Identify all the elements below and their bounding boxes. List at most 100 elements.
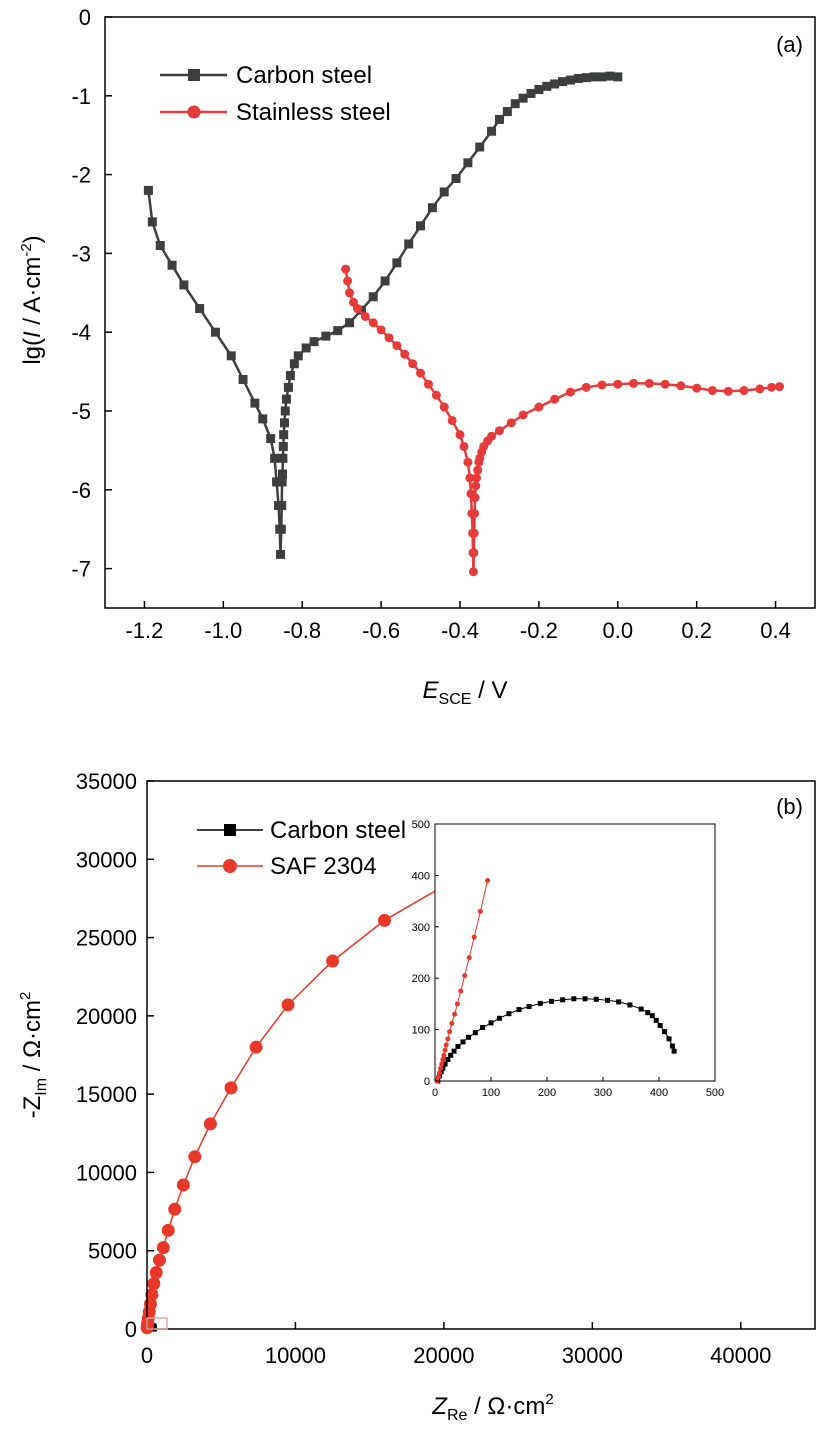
panel-a-carbon-steel-point <box>195 304 205 314</box>
panel-b-saf-2304-point <box>147 1277 161 1291</box>
panel-a-polarization-chart: -1.2 -1.0 -0.8 -0.6 -0.4 -0.2 0.0 0.2 0.4 0 -1 -2 -3… <box>18 5 816 708</box>
inset-carbon-steel-point <box>451 1048 457 1054</box>
panel-a-stainless-steel-point <box>392 341 402 351</box>
panel-a-carbon-steel-point <box>272 477 282 487</box>
panel-a-stainless-steel-point <box>739 386 749 396</box>
panel-a-carbon-steel-point <box>502 107 512 117</box>
panel-a-stainless-steel-point <box>723 386 733 396</box>
inset-saf-2304-point <box>436 1070 442 1076</box>
panel-a-carbon-steel-point <box>283 382 293 392</box>
inset-carbon-steel-point <box>460 1039 466 1045</box>
panel-b-xlabel-main: Z <box>431 1393 448 1420</box>
panel-a-stainless-steel-point <box>581 382 591 392</box>
panel-b-saf-2304-point <box>156 1241 170 1255</box>
panel-a-carbon-steel-point <box>589 72 599 82</box>
panel-a-carbon-steel-point <box>404 239 414 249</box>
panel-b-x-tick-label: 30000 <box>562 1343 623 1368</box>
panel-b-ylabel-sub: Im <box>33 1078 50 1096</box>
panel-a-stainless-steel-point <box>439 402 449 412</box>
inset-carbon-steel-point <box>448 1052 454 1058</box>
panel-b-saf-2304-point <box>149 1266 163 1280</box>
panel-a-carbon-steel-point <box>279 430 289 440</box>
panel-a-ylabel-var: I <box>19 331 46 338</box>
panel-a-stainless-steel-point <box>473 465 483 475</box>
panel-a-stainless-steel-point <box>660 379 670 389</box>
inset-carbon-steel-point <box>638 1006 644 1012</box>
panel-a-stainless-steel-point <box>471 481 481 491</box>
panel-a-carbon-steel-point <box>143 185 153 195</box>
inset-x-tick-label: 500 <box>706 1087 724 1099</box>
inset-y-tick-label: 300 <box>412 922 430 934</box>
panel-a-carbon-steel-point <box>550 79 560 89</box>
panel-a-stainless-steel-point <box>455 430 465 440</box>
inset-carbon-steel-point <box>537 1000 543 1006</box>
inset-y-tick-label: 100 <box>412 1025 430 1037</box>
panel-a-stainless-steel-point <box>341 264 351 274</box>
panel-b-saf-2304-point <box>281 998 295 1012</box>
inset-saf-2304-point <box>477 908 483 914</box>
inset-carbon-steel-point <box>616 999 622 1005</box>
inset-carbon-steel-point <box>506 1011 512 1017</box>
panel-a-carbon-steel-point <box>368 292 378 302</box>
panel-b-x-tick-label: 40000 <box>710 1343 771 1368</box>
panel-a-stainless-steel-point <box>345 288 355 298</box>
panel-a-x-tick-label: -0.2 <box>520 618 558 643</box>
panel-a-carbon-steel-point <box>266 434 276 444</box>
panel-a-carbon-steel-point <box>276 524 286 534</box>
panel-a-legend: Carbon steel Stainless steel <box>160 62 391 126</box>
panel-a-stainless-steel-point <box>376 325 386 335</box>
panel-a-y-tick-label: -3 <box>71 241 91 266</box>
panel-a-stainless-steel-point <box>775 382 784 392</box>
inset-x-tick-label: 300 <box>594 1087 612 1099</box>
inset-carbon-steel-point <box>645 1010 651 1016</box>
inset-saf-2304-point <box>442 1047 448 1053</box>
panel-a-carbon-steel-point <box>250 398 260 408</box>
panel-a-stainless-steel-point <box>343 276 353 286</box>
panel-a-carbon-steel-point <box>179 280 189 290</box>
inset-ticks: 0 100 200 300 400 500 0 100 200 300 400 500 <box>412 819 725 1099</box>
panel-b-nyquist-chart: 0 10000 20000 30000 400000500010000150002000… <box>17 769 816 1424</box>
inset-carbon-steel-point <box>657 1022 663 1028</box>
panel-a-stainless-steel-point <box>431 390 441 400</box>
panel-a-carbon-steel-point <box>597 72 607 82</box>
panel-a-y-tick-label: 0 <box>79 5 91 30</box>
inset-carbon-steel-point <box>627 1002 633 1008</box>
panel-a-carbon-steel-point <box>494 114 504 124</box>
inset-x-tick-label: 100 <box>482 1087 500 1099</box>
inset-carbon-steel-point <box>604 997 610 1003</box>
inset-carbon-steel-point <box>593 996 599 1002</box>
panel-a-carbon-steel-point <box>427 203 437 213</box>
panel-b-saf-2304-point <box>224 1081 238 1095</box>
panel-a-carbon-steel-point <box>487 126 497 136</box>
panel-a-carbon-steel-point <box>475 142 485 152</box>
panel-a-carbon-steel-point <box>333 326 343 336</box>
panel-a-stainless-steel-point <box>487 431 497 441</box>
panel-a-carbon-steel-point <box>210 327 220 337</box>
legend-label-carbon-steel: Carbon steel <box>236 62 372 89</box>
panel-b-y-axis-title: -ZIm / Ω·cm2 <box>17 992 50 1119</box>
panel-b-y-tick-label: 0 <box>125 1317 137 1342</box>
inset-saf-2304-point <box>440 1056 446 1062</box>
panel-a-y-tick-label: -7 <box>71 557 91 582</box>
panel-a-ylabel-sup: -2 <box>18 243 35 256</box>
panel-b-y-tick-label: 20000 <box>76 1004 137 1029</box>
panel-a-carbon-steel-point <box>534 84 544 94</box>
panel-b-y-tick-label: 25000 <box>76 926 137 951</box>
panel-a-carbon-steel-point <box>279 418 289 428</box>
panel-a-x-tick-label: 0.2 <box>681 618 712 643</box>
inset-carbon-steel-point <box>442 1061 448 1067</box>
panel-a-x-tick-label: -1.0 <box>204 618 242 643</box>
panel-a-x-axis-title: ESCE / V <box>423 677 508 708</box>
inset-carbon-steel-point <box>653 1017 659 1023</box>
panel-b-xlabel-sup: 2 <box>545 1391 553 1408</box>
panel-a-stainless-steel-point <box>707 386 717 396</box>
panel-a-stainless-steel-point <box>368 318 378 328</box>
panel-a-stainless-steel-point <box>384 333 394 343</box>
panel-b-saf-2304-point <box>326 954 340 968</box>
panel-a-carbon-steel-point <box>301 343 311 353</box>
panel-a-ylabel-pre: lg( <box>19 338 46 365</box>
legend-marker-carbon-steel <box>188 69 200 81</box>
legend-label-stainless-steel: Stainless steel <box>236 99 391 126</box>
panel-b-xlabel-unit: / Ω·cm <box>467 1393 545 1420</box>
panel-a-stainless-steel-point <box>469 528 479 538</box>
